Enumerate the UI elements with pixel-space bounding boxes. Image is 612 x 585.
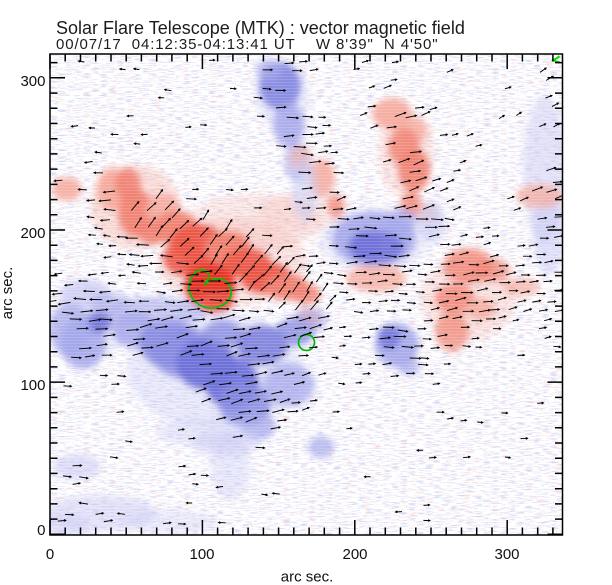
svg-text:300: 300 bbox=[494, 546, 519, 563]
svg-text:0: 0 bbox=[37, 522, 45, 539]
svg-text:arc sec.: arc sec. bbox=[0, 267, 16, 320]
svg-text:arc sec.: arc sec. bbox=[281, 569, 334, 585]
svg-text:200: 200 bbox=[342, 546, 367, 563]
svg-text:100: 100 bbox=[189, 546, 214, 563]
svg-text:Solar Flare Telescope (MTK) :: Solar Flare Telescope (MTK) : vector mag… bbox=[56, 18, 465, 38]
svg-text:100: 100 bbox=[20, 377, 45, 394]
svg-text:0: 0 bbox=[46, 546, 54, 563]
svg-text:00/07/17 04:12:35-04:13:41 UT: 00/07/17 04:12:35-04:13:41 UT W 8'39" N … bbox=[56, 36, 438, 53]
svg-text:300: 300 bbox=[20, 73, 45, 90]
svg-text:200: 200 bbox=[20, 225, 45, 242]
